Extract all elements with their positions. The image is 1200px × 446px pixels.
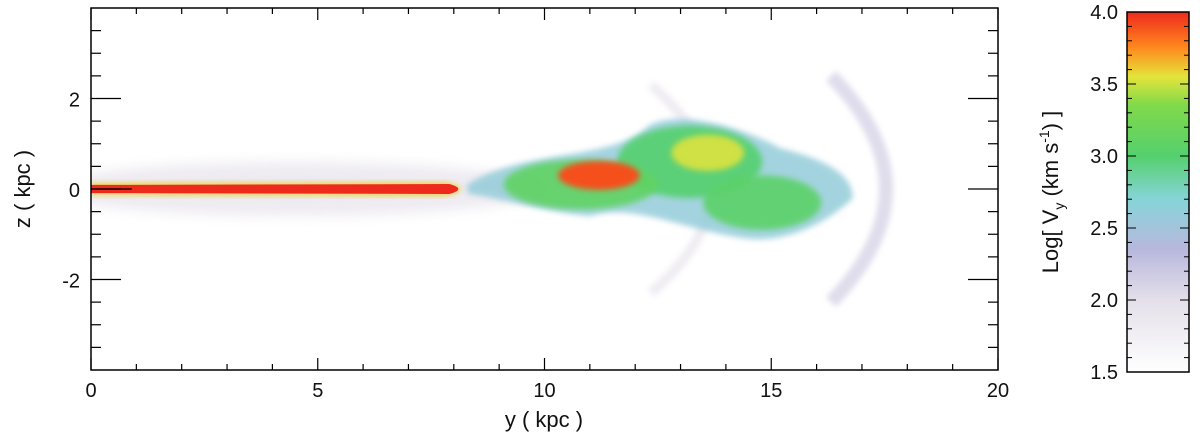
cocoon-lower-lobe <box>703 175 822 230</box>
colorbar-ticks: 1.5 2.0 2.5 3.0 3.5 4.0 <box>1090 2 1189 384</box>
colorbar-tick-label: 4.0 <box>1090 2 1118 24</box>
colorbar-tick-label: 2.0 <box>1090 290 1118 312</box>
colorbar-label: Log[ Vy (km s-1) ] <box>1036 111 1067 274</box>
colorbar-tick-label: 3.5 <box>1090 74 1118 96</box>
y-axis-label: z ( kpc ) <box>10 150 35 228</box>
jet-core <box>91 184 459 194</box>
cocoon-hotspot <box>671 134 745 171</box>
x-tick-label: 10 <box>533 380 555 402</box>
x-tick-label: 20 <box>987 380 1009 402</box>
bow-shock-arc <box>825 70 893 308</box>
flow-features <box>91 70 893 308</box>
colorbar-bar <box>1126 11 1190 373</box>
jet-head-knot <box>558 160 640 190</box>
x-tick-label: 0 <box>85 380 96 402</box>
x-axis-ticks: 0 5 10 15 20 <box>85 8 1009 402</box>
colorbar-label-main: Log[ V <box>1038 209 1063 273</box>
colorbar-label-close: ) ] <box>1038 111 1063 131</box>
plot-area <box>91 8 998 370</box>
y-axis-ticks: -2 0 2 <box>62 30 998 348</box>
colorbar-label-superscript: -1 <box>1036 130 1052 143</box>
colorbar-label-subscript: y <box>1051 203 1067 210</box>
x-tick-label: 5 <box>312 380 323 402</box>
x-axis-label: y ( kpc ) <box>505 407 583 432</box>
colorbar-tick-label: 1.5 <box>1090 362 1118 384</box>
y-tick-label: -2 <box>62 271 80 293</box>
colorbar: 1.5 2.0 2.5 3.0 3.5 4.0 Log[ Vy (km s-1) ] <box>1036 2 1190 384</box>
y-tick-label: 0 <box>69 180 80 202</box>
colorbar-tick-label: 2.5 <box>1090 218 1118 240</box>
colorbar-label-units: (km s <box>1038 143 1063 203</box>
colorbar-tick-label: 3.0 <box>1090 146 1118 168</box>
y-tick-label: 2 <box>69 90 80 112</box>
x-tick-label: 15 <box>760 380 782 402</box>
